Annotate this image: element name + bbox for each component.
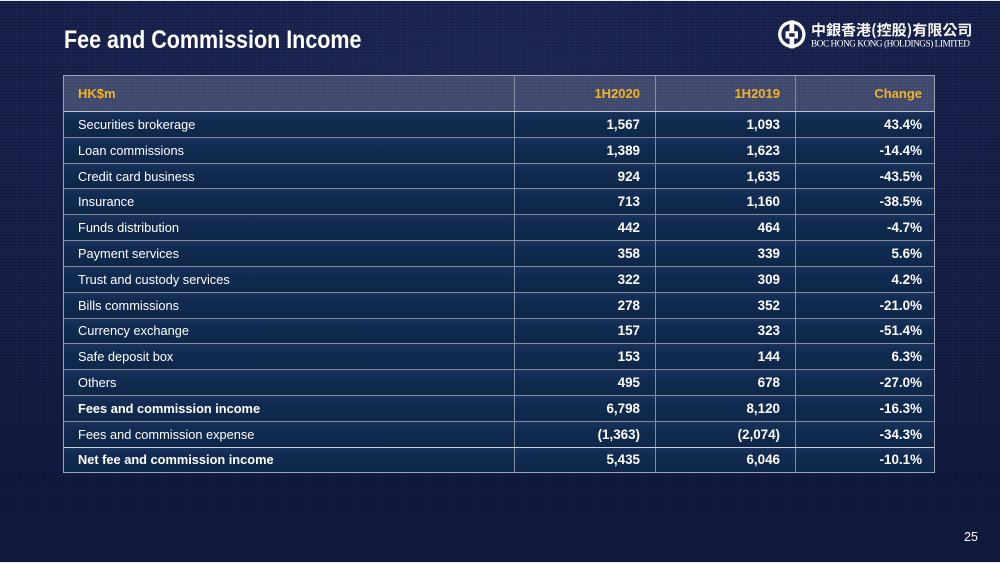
svg-text:BOC HONG KONG (HOLDINGS) LIMIT: BOC HONG KONG (HOLDINGS) LIMITED (811, 39, 970, 50)
